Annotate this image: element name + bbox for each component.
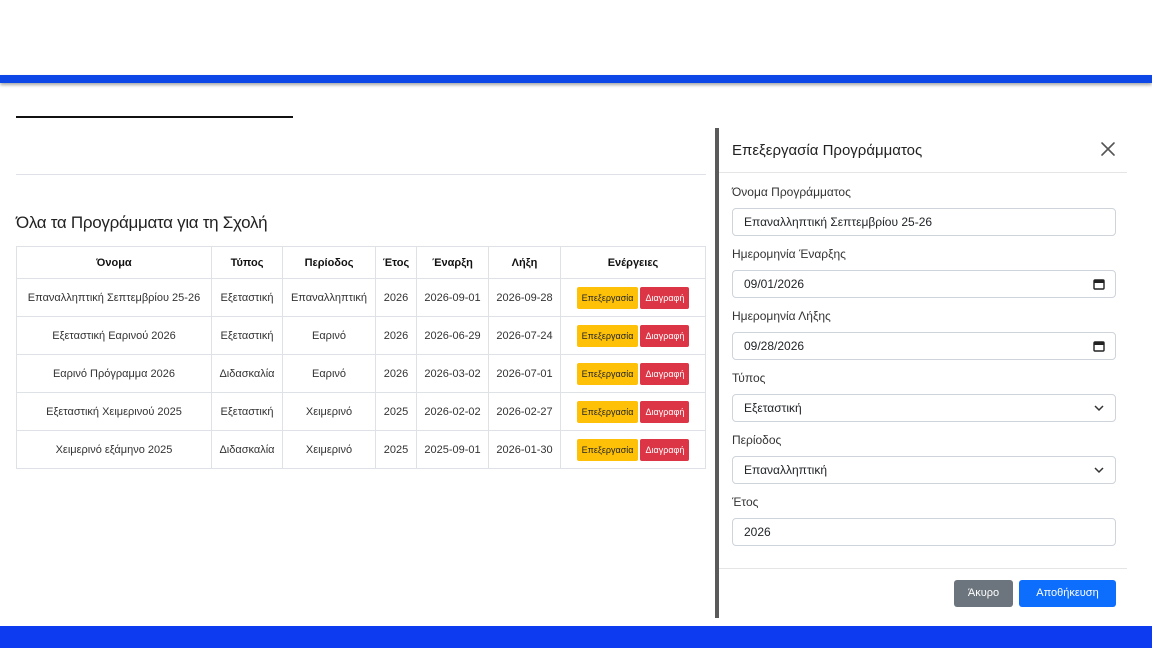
delete-button[interactable]: Διαγραφή (640, 286, 690, 309)
cell-type: Εξεταστική (211, 392, 283, 431)
period-select-value: Επαναλληπτική (744, 463, 828, 477)
program-name-label: Όνομα Προγράμματος (732, 185, 851, 199)
cell-end: 2026-07-01 (488, 354, 561, 393)
panel-title: Επεξεργασία Προγράμματος (732, 142, 923, 159)
cell-year: 2025 (375, 392, 417, 431)
cell-start: 2026-06-29 (416, 316, 489, 355)
edit-button[interactable]: Επεξεργασία (576, 400, 639, 423)
cancel-button[interactable]: Άκυρο (954, 580, 1013, 607)
cell-period: Εαρινό (282, 316, 376, 355)
type-label: Τύπος (732, 371, 766, 385)
year-label: Έτος (732, 495, 759, 509)
column-header-name: Όνομα (16, 246, 212, 279)
cell-actions: Επεξεργασία Διαγραφή (560, 430, 706, 469)
cell-actions: Επεξεργασία Διαγραφή (560, 392, 706, 431)
year-input[interactable]: 2026 (732, 518, 1116, 546)
start-date-input[interactable]: 09/01/2026 (732, 270, 1116, 298)
save-button[interactable]: Αποθήκευση (1019, 580, 1116, 607)
start-date-label: Ημερομηνία Έναρξης (732, 247, 846, 261)
cell-name: Χειμερινό εξάμηνο 2025 (16, 430, 212, 469)
edit-button[interactable]: Επεξεργασία (576, 438, 639, 461)
table-row: Εξεταστική Χειμερινού 2025 Εξεταστική Χε… (16, 392, 706, 431)
program-name-value: Επαναλληπτική Σεπτεμβρίου 25-26 (744, 215, 933, 229)
delete-button[interactable]: Διαγραφή (640, 438, 690, 461)
close-icon[interactable] (1099, 140, 1117, 158)
table-row: Εαρινό Πρόγραμμα 2026 Διδασκαλία Εαρινό … (16, 354, 706, 393)
cell-actions: Επεξεργασία Διαγραφή (560, 316, 706, 355)
cell-name: Εξεταστική Χειμερινού 2025 (16, 392, 212, 431)
year-value: 2026 (744, 525, 771, 539)
column-header-actions: Ενέργειες (560, 246, 706, 279)
delete-button[interactable]: Διαγραφή (640, 400, 690, 423)
panel-header-divider (719, 172, 1127, 173)
cell-period: Εαρινό (282, 354, 376, 393)
end-date-value: 09/28/2026 (744, 339, 805, 353)
cell-year: 2025 (375, 430, 417, 469)
cell-type: Διδασκαλία (211, 430, 283, 469)
delete-button[interactable]: Διαγραφή (640, 324, 690, 347)
cell-name: Επαναλληπτική Σεπτεμβρίου 25-26 (16, 278, 212, 317)
table-row: Επαναλληπτική Σεπτεμβρίου 25-26 Εξεταστι… (16, 278, 706, 317)
chevron-down-icon (1094, 405, 1104, 412)
program-name-input[interactable]: Επαναλληπτική Σεπτεμβρίου 25-26 (732, 208, 1116, 236)
programs-table: Όνομα Τύπος Περίοδος Έτος Έναρξη Λήξη Εν… (16, 246, 706, 469)
cell-period: Χειμερινό (282, 430, 376, 469)
period-select[interactable]: Επαναλληπτική (732, 456, 1116, 484)
cell-end: 2026-01-30 (488, 430, 561, 469)
period-label: Περίοδος (732, 433, 782, 447)
column-header-period: Περίοδος (282, 246, 376, 279)
cell-start: 2026-03-02 (416, 354, 489, 393)
cell-year: 2026 (375, 316, 417, 355)
column-header-year: Έτος (375, 246, 417, 279)
section-divider (16, 174, 706, 175)
type-select-value: Εξεταστική (744, 401, 802, 415)
table-row: Εξεταστική Εαρινού 2026 Εξεταστική Εαριν… (16, 316, 706, 355)
end-date-label: Ημερομηνία Λήξης (732, 309, 831, 323)
cell-actions: Επεξεργασία Διαγραφή (560, 354, 706, 393)
column-header-end: Λήξη (488, 246, 561, 279)
page-title: Όλα τα Προγράμματα για τη Σχολή (16, 213, 268, 232)
table-header-row: Όνομα Τύπος Περίοδος Έτος Έναρξη Λήξη Εν… (16, 246, 706, 279)
table-row: Χειμερινό εξάμηνο 2025 Διδασκαλία Χειμερ… (16, 430, 706, 469)
edit-button[interactable]: Επεξεργασία (576, 362, 639, 385)
cell-name: Εξεταστική Εαρινού 2026 (16, 316, 212, 355)
footer-accent-bar (0, 626, 1152, 648)
end-date-input[interactable]: 09/28/2026 (732, 332, 1116, 360)
calendar-icon[interactable] (1093, 278, 1105, 290)
panel-footer-divider (719, 568, 1127, 569)
cell-end: 2026-07-24 (488, 316, 561, 355)
cell-name: Εαρινό Πρόγραμμα 2026 (16, 354, 212, 393)
cell-end: 2026-02-27 (488, 392, 561, 431)
header-accent-bar (0, 75, 1152, 83)
edit-program-panel: Επεξεργασία Προγράμματος Όνομα Προγράμμα… (719, 128, 1127, 618)
cell-end: 2026-09-28 (488, 278, 561, 317)
column-header-start: Έναρξη (416, 246, 489, 279)
start-date-value: 09/01/2026 (744, 277, 805, 291)
cell-type: Εξεταστική (211, 278, 283, 317)
cell-period: Χειμερινό (282, 392, 376, 431)
title-underline (16, 116, 293, 118)
edit-button[interactable]: Επεξεργασία (576, 286, 639, 309)
cell-period: Επαναλληπτική (282, 278, 376, 317)
cell-year: 2026 (375, 278, 417, 317)
cell-type: Διδασκαλία (211, 354, 283, 393)
cell-start: 2025-09-01 (416, 430, 489, 469)
edit-button[interactable]: Επεξεργασία (576, 324, 639, 347)
panel-edge (715, 128, 719, 618)
type-select[interactable]: Εξεταστική (732, 394, 1116, 422)
chevron-down-icon (1094, 467, 1104, 474)
cell-start: 2026-02-02 (416, 392, 489, 431)
delete-button[interactable]: Διαγραφή (640, 362, 690, 385)
column-header-type: Τύπος (211, 246, 283, 279)
cell-type: Εξεταστική (211, 316, 283, 355)
cell-actions: Επεξεργασία Διαγραφή (560, 278, 706, 317)
calendar-icon[interactable] (1093, 340, 1105, 352)
cell-year: 2026 (375, 354, 417, 393)
cell-start: 2026-09-01 (416, 278, 489, 317)
